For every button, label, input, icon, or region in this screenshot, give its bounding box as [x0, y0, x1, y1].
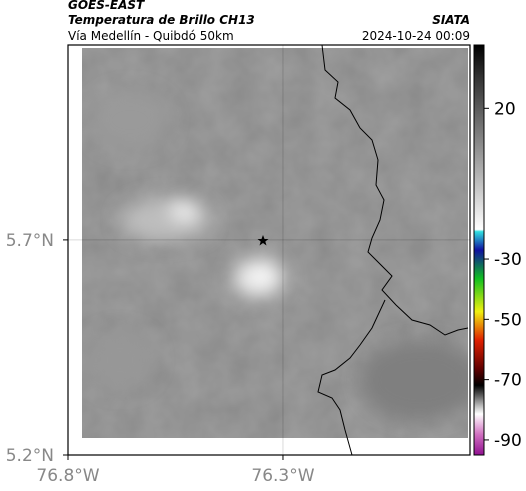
colorbar [473, 44, 485, 456]
boundary [317, 44, 469, 456]
axes: 5.2°N 5.7°N 76.8°W 76.3°W 20 -30 -50 -70 -90 [6, 45, 522, 486]
lon-tick-label: 76.8°W [36, 466, 99, 486]
satellite-field [82, 48, 468, 438]
colorbar-tick-label: -90 [494, 431, 522, 451]
lat-tick-label: 5.2°N [6, 446, 54, 466]
colorbar-tick-label: -50 [494, 310, 522, 330]
timestamp: 2024-10-24 00:09 [362, 29, 470, 43]
source: SIATA [432, 13, 470, 27]
map-frame [67, 44, 471, 456]
lat-tick-label: 5.7°N [6, 231, 54, 251]
title: GOES-EAST [68, 0, 145, 12]
colorbar-tick-label: -70 [494, 371, 522, 391]
colorbar-tick-label: -30 [494, 250, 522, 270]
lon-tick-label: 76.3°W [251, 466, 314, 486]
subtitle: Temperatura de Brillo CH13 [68, 13, 255, 27]
location-marker [257, 235, 269, 246]
colorbar-tick-label: 20 [494, 99, 516, 119]
route: Vía Medellín - Quibdó 50km [68, 29, 234, 43]
